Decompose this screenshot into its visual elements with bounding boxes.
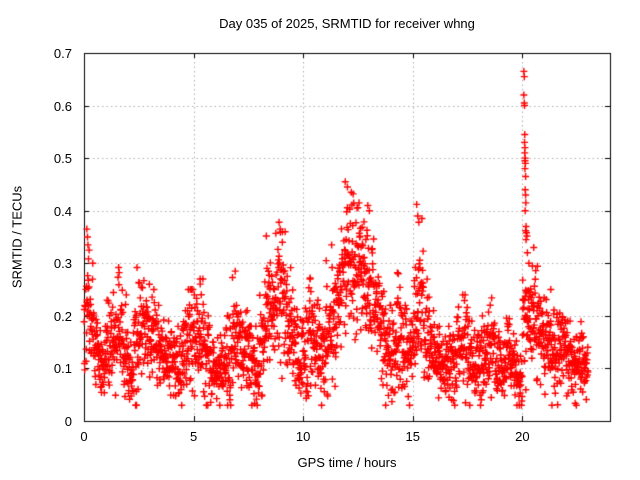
y-axis-label: SRMTID / TECUs — [9, 185, 25, 289]
x-tick-label: 0 — [80, 429, 88, 444]
x-tick-label: 15 — [405, 429, 420, 444]
chart-title: Day 035 of 2025, SRMTID for receiver whn… — [219, 16, 475, 31]
x-tick-label: 10 — [295, 429, 311, 444]
x-tick-label: 5 — [189, 429, 198, 444]
x-tick-label: 20 — [515, 429, 530, 444]
y-tick-label: 0.2 — [53, 308, 72, 324]
y-tick-label: 0.5 — [53, 151, 72, 167]
x-axis-label: GPS time / hours — [297, 455, 397, 470]
y-tick-label: 0.4 — [53, 203, 72, 219]
y-tick-label: 0.6 — [53, 98, 72, 114]
y-tick-label: 0.3 — [53, 256, 72, 272]
y-tick-label: 0.1 — [53, 361, 72, 377]
y-tick-label: 0 — [64, 414, 72, 429]
y-tick-label: 0.7 — [53, 46, 72, 61]
